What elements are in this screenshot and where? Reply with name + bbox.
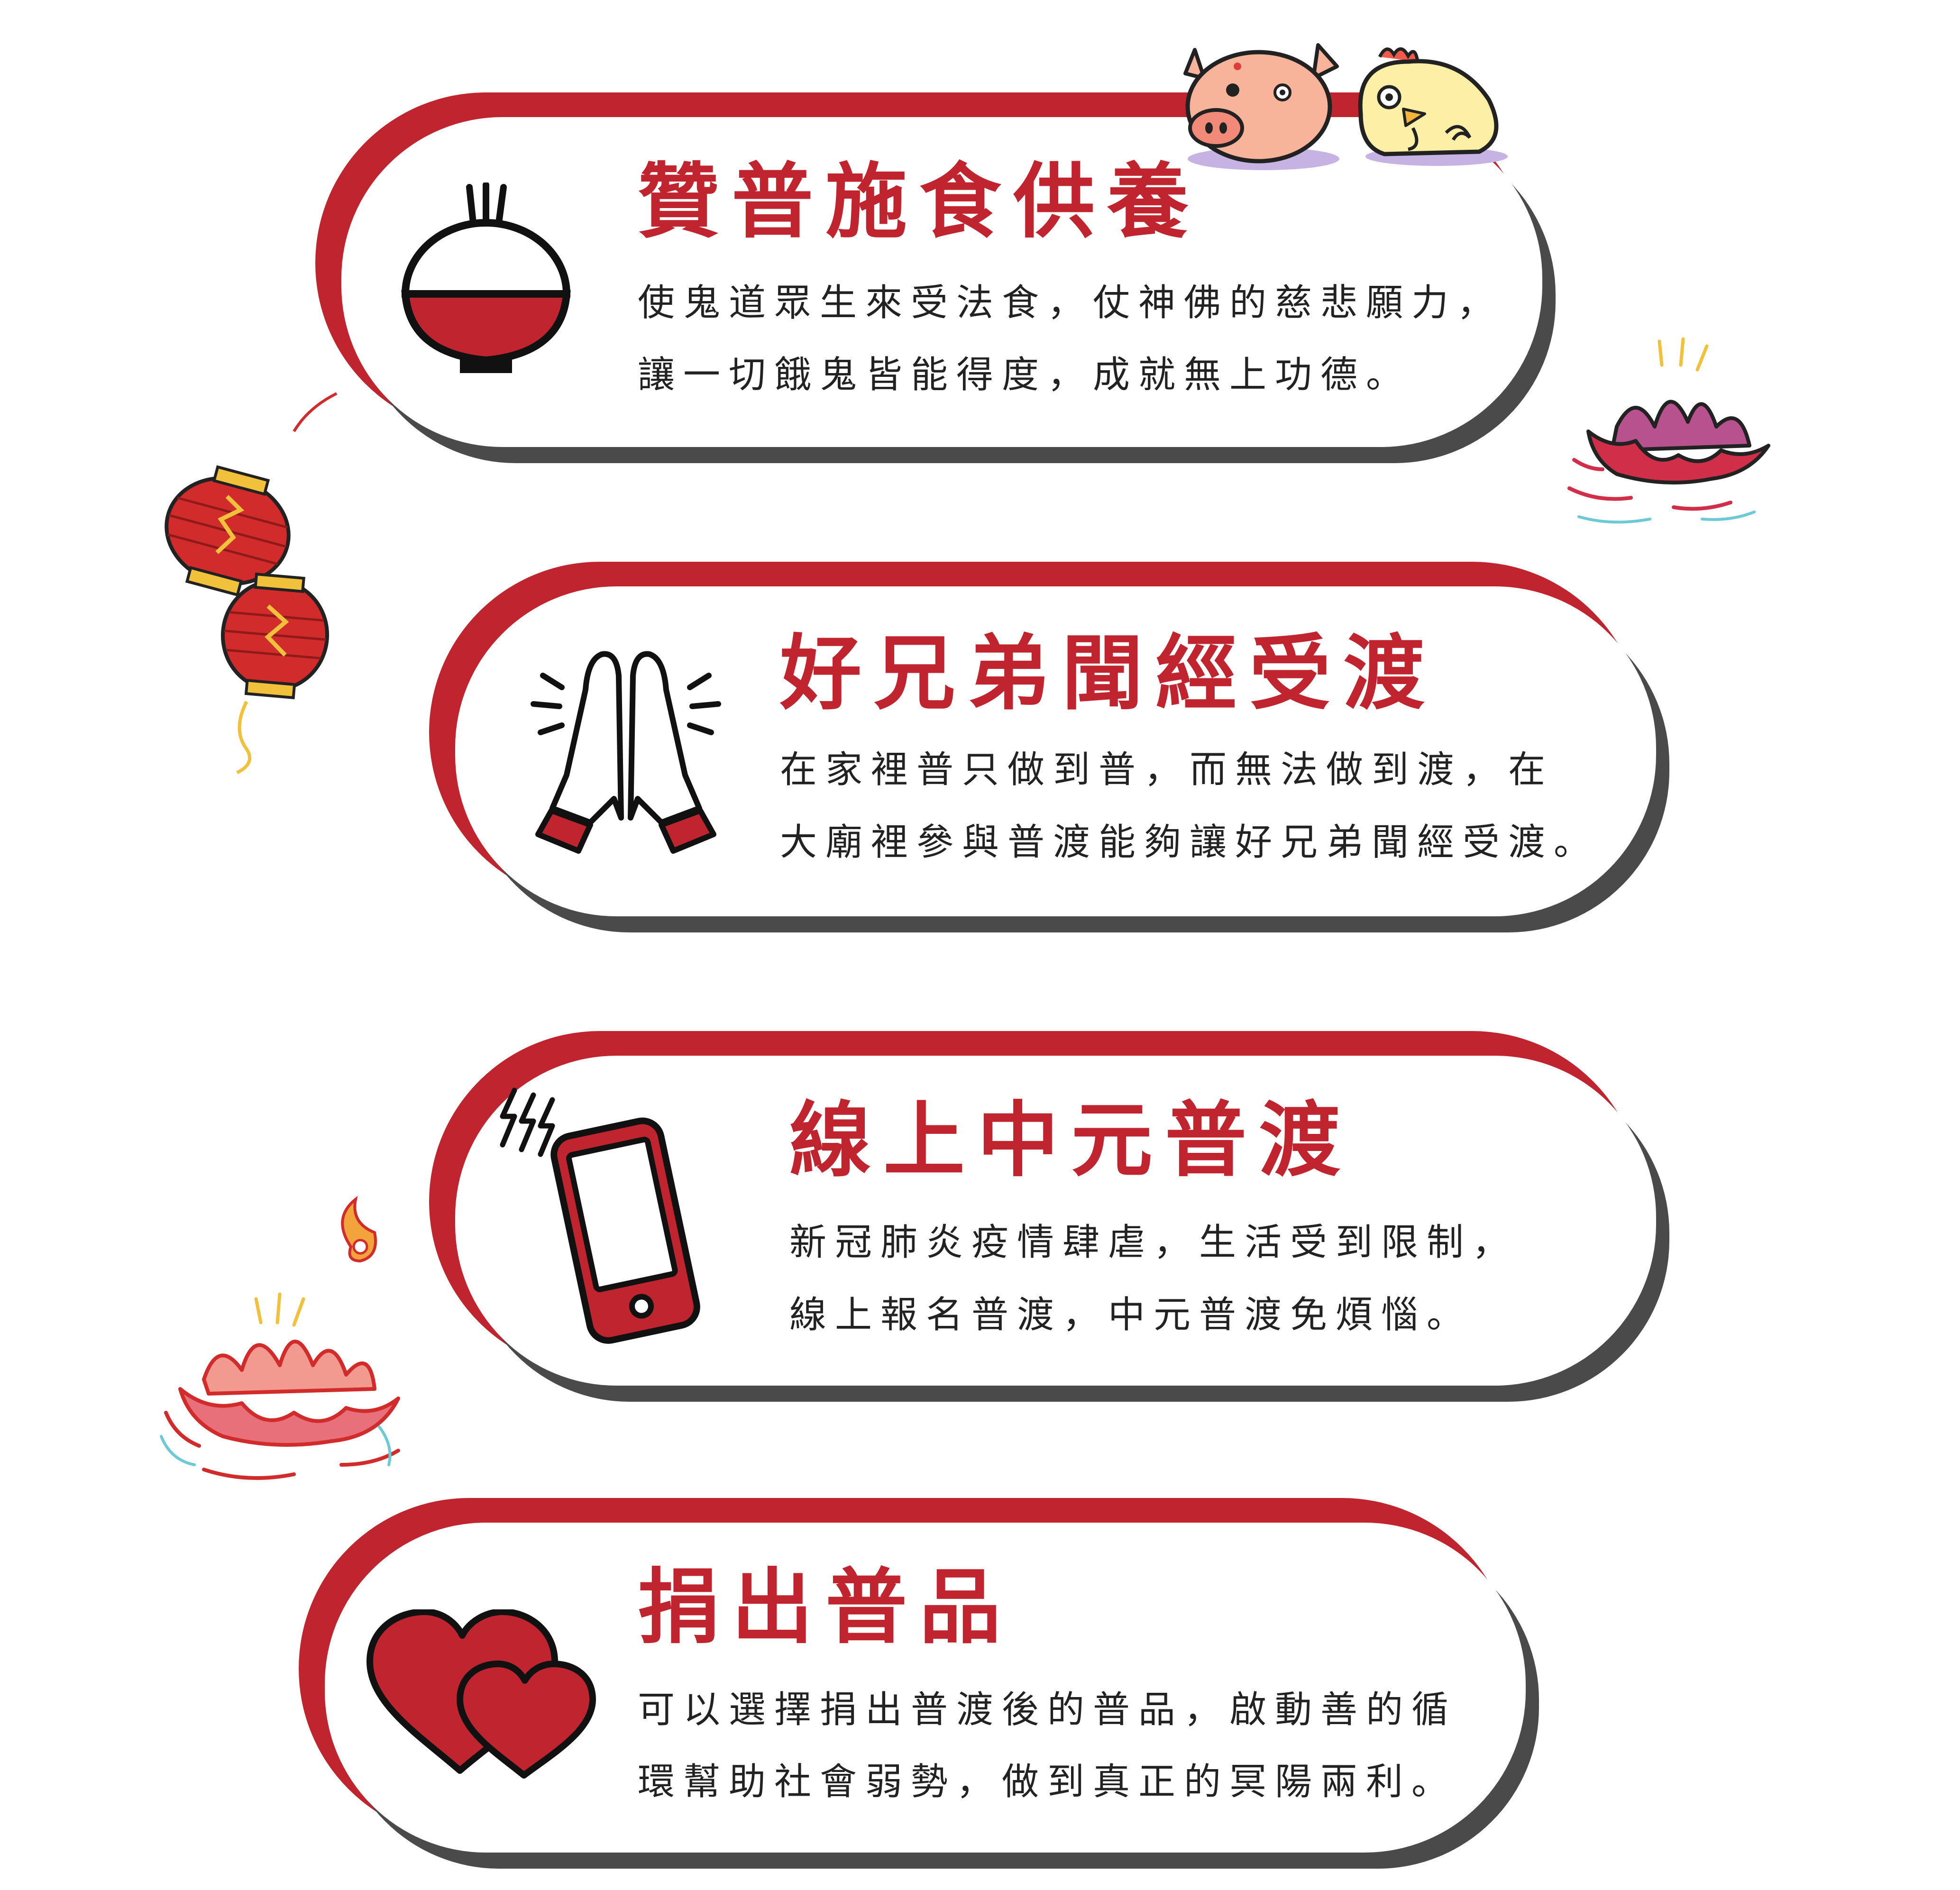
card-description-line: 使鬼道眾生來受法食，仗神佛的慈悲願力， [638, 282, 1503, 324]
card-offering [315, 92, 1542, 447]
lotus-flame-icon [160, 1196, 400, 1480]
card-description-line: 環幫助社會弱勢，做到真正的冥陽兩利。 [638, 1761, 1457, 1803]
rice-bowl-icon [401, 183, 571, 373]
card-description-line: 讓一切餓鬼皆能得度，成就無上功德。 [638, 354, 1412, 396]
card-description-line: 可以選擇捐出普渡後的普品，啟動善的循 [638, 1689, 1457, 1731]
mobile-phone-icon [500, 1087, 700, 1344]
card-description-line: 線上報名普渡，中元普渡免煩惱。 [789, 1294, 1473, 1336]
card-title: 捐出普品 [638, 1560, 1013, 1655]
praying-hands-icon [531, 651, 721, 854]
hearts-icon [366, 1609, 596, 1779]
card-description-line: 新冠肺炎疫情肆虐，生活受到限制， [789, 1221, 1518, 1264]
card-title: 好兄弟聞經受渡 [780, 626, 1437, 721]
lotus-icon [1567, 337, 1770, 524]
card-title: 贊普施食供養 [638, 154, 1201, 249]
pig-icon [1183, 43, 1339, 170]
card-sutra [429, 562, 1656, 916]
chicken-icon [1358, 47, 1508, 166]
red-lantern-icon [165, 392, 338, 775]
card-title: 線上中元普渡 [789, 1093, 1353, 1188]
card-description-line: 大廟裡參與普渡能夠讓好兄弟聞經受渡。 [780, 821, 1600, 864]
card-description-line: 在家裡普只做到普，而無法做到渡，在 [780, 749, 1554, 791]
